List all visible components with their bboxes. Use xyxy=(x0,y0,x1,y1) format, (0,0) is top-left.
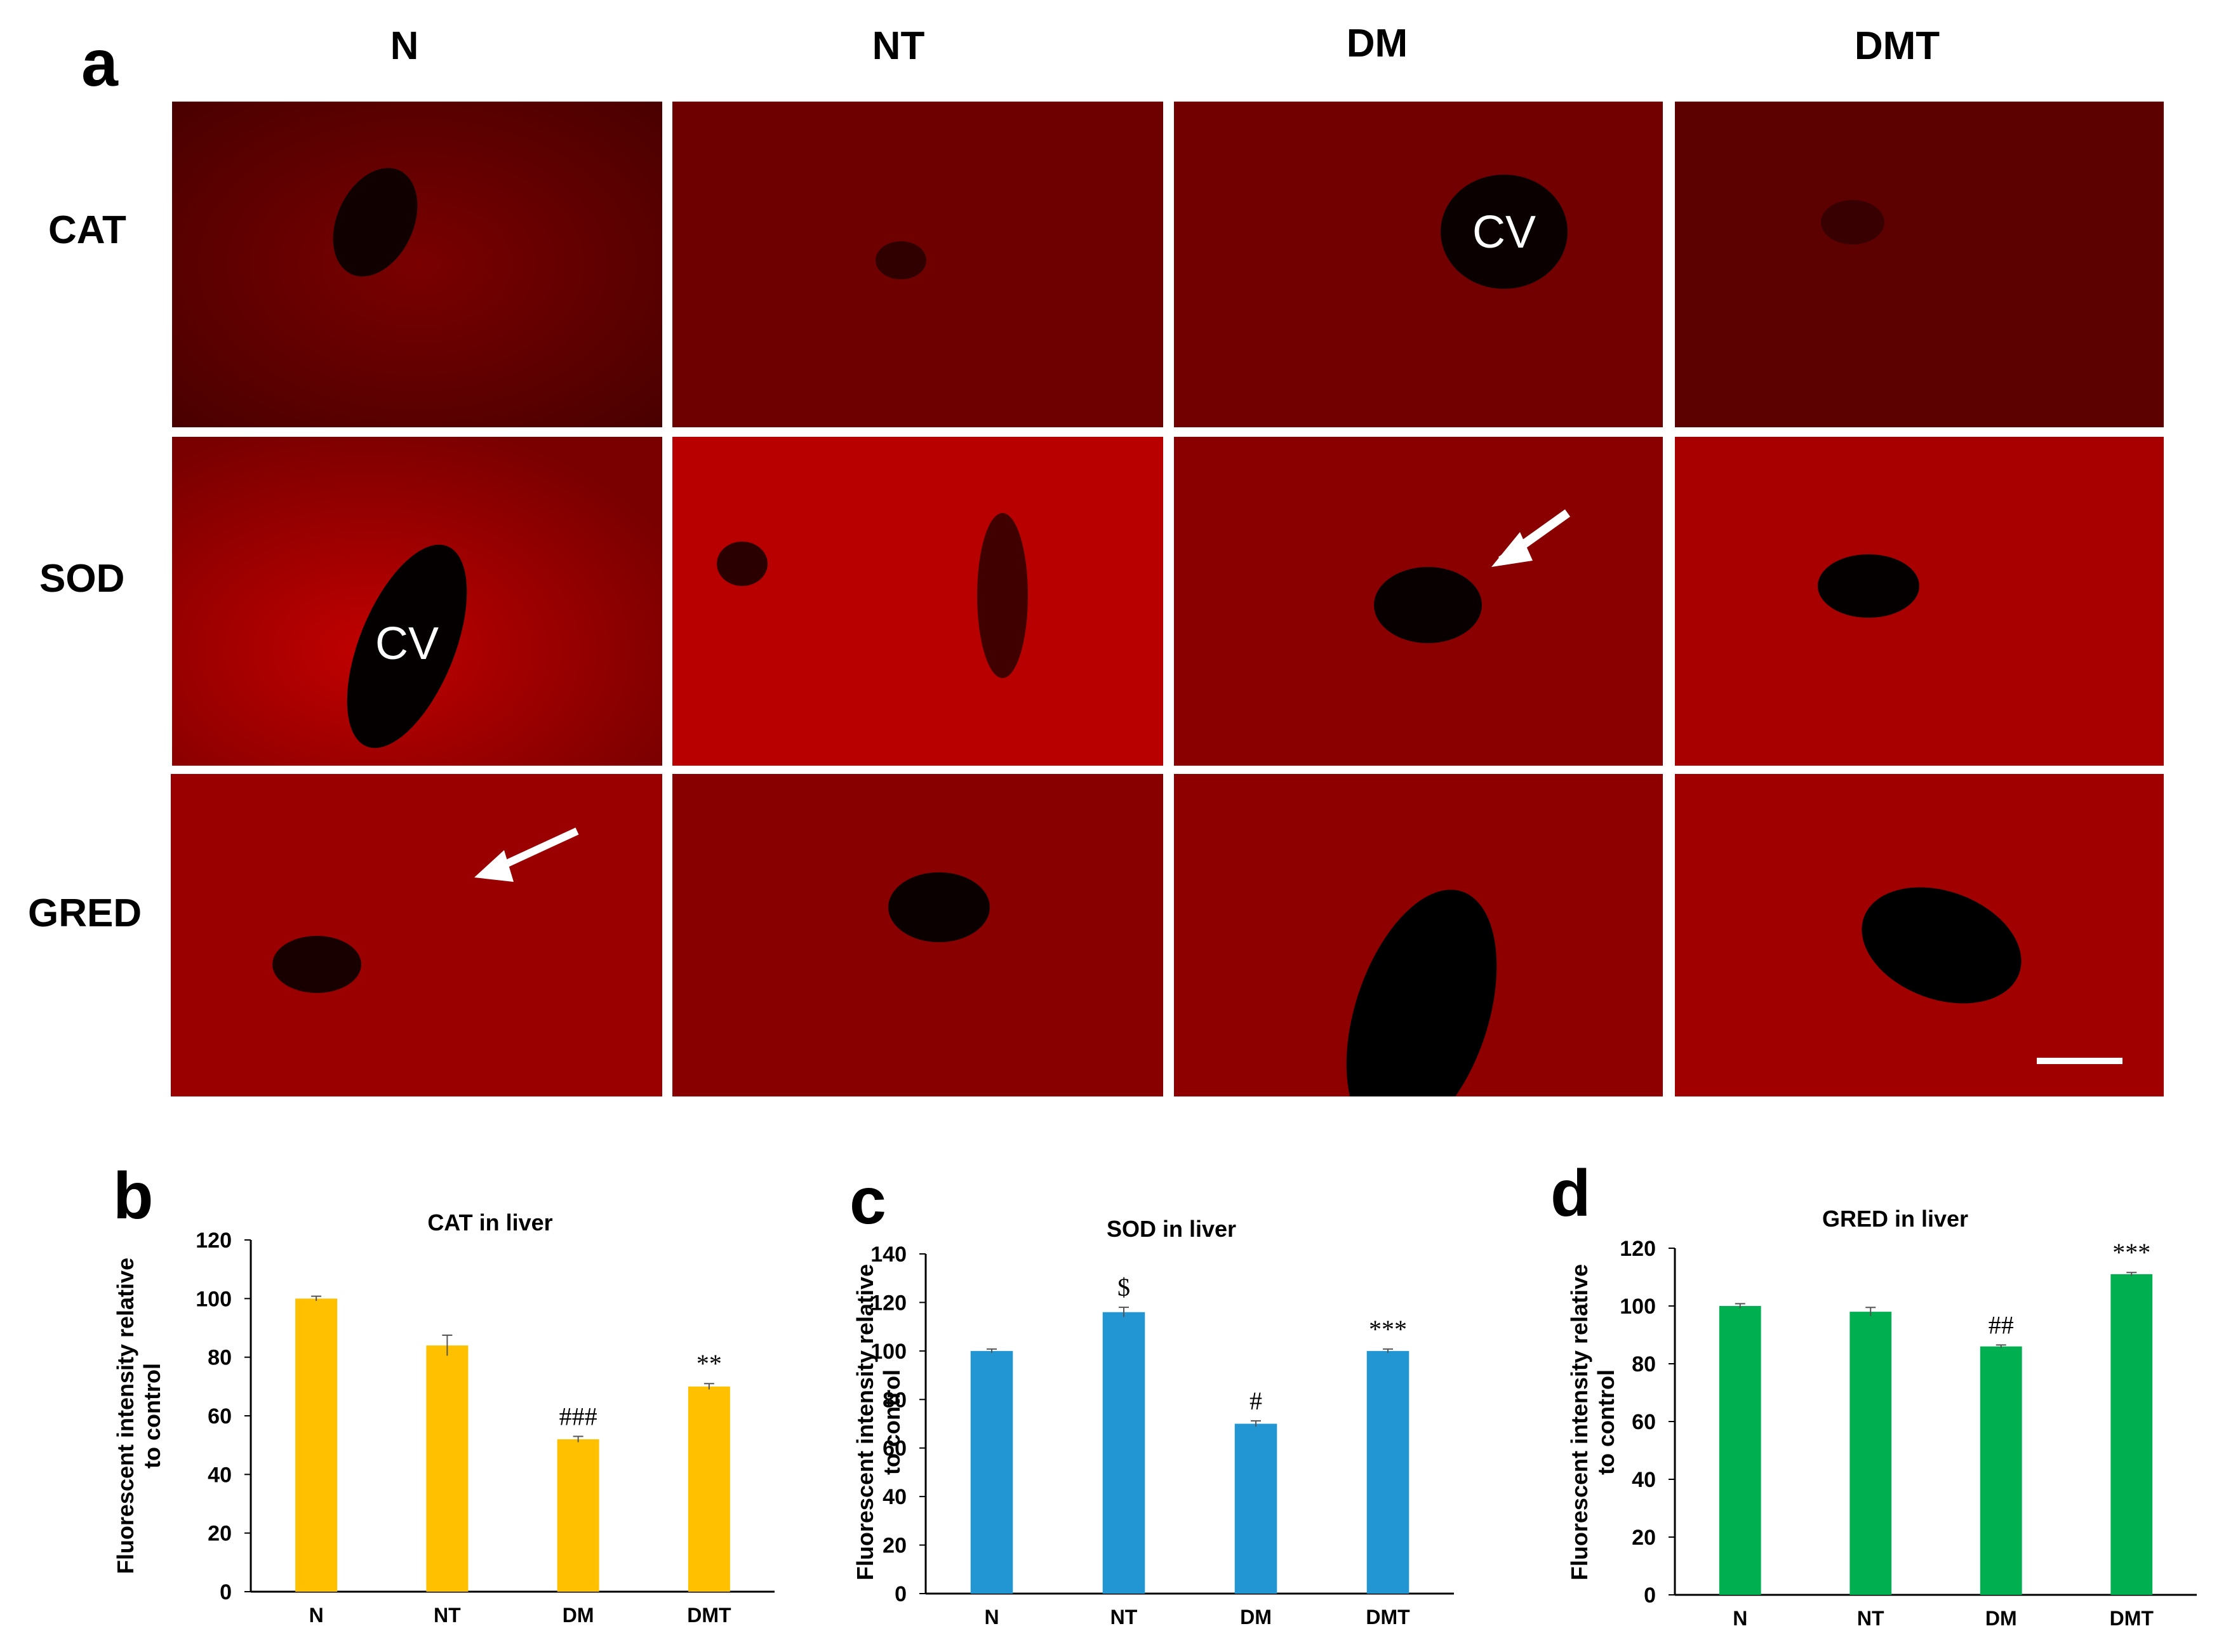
y-tick-label: 0 xyxy=(895,1582,907,1606)
x-tick-label: N xyxy=(984,1606,999,1629)
micrograph-cat-dm: CV xyxy=(1174,102,1663,427)
bar xyxy=(2110,1274,2153,1595)
cv-label-cat-dm: CV xyxy=(1472,207,1536,258)
y-tick-label: 80 xyxy=(1632,1352,1656,1376)
significance-label: *** xyxy=(2112,1238,2150,1267)
bar xyxy=(426,1345,469,1592)
significance-label: $ xyxy=(1117,1273,1130,1302)
micrograph-sod-dm xyxy=(1174,437,1663,766)
bar xyxy=(970,1350,1013,1594)
cv-label-sod-n: CV xyxy=(375,618,439,669)
y-tick-label: 20 xyxy=(208,1522,232,1546)
bar xyxy=(1719,1306,1761,1595)
y-tick-label: 80 xyxy=(883,1388,907,1412)
y-tick-label: 100 xyxy=(196,1287,232,1311)
y-tick-label: 0 xyxy=(1644,1583,1656,1608)
y-tick-label: 40 xyxy=(208,1463,232,1487)
bar xyxy=(1102,1312,1145,1594)
x-tick-label: NT xyxy=(1110,1606,1138,1629)
y-tick-label: 100 xyxy=(1620,1295,1656,1319)
column-header-dmt: DMT xyxy=(1854,24,1940,68)
micrograph-sod-dmt xyxy=(1675,437,2164,766)
column-header-nt: NT xyxy=(872,24,925,68)
significance-label: ** xyxy=(696,1349,722,1378)
significance-label: *** xyxy=(1369,1315,1407,1343)
panel-label-b: b xyxy=(113,1159,154,1233)
y-tick-label: 40 xyxy=(1632,1468,1656,1492)
row-header-gred: GRED xyxy=(28,891,142,935)
y-tick-label: 120 xyxy=(1620,1237,1656,1261)
micrograph-sod-n: CV xyxy=(172,437,662,766)
arrow-icon xyxy=(474,827,579,882)
chart-title: SOD in liver xyxy=(1107,1216,1236,1242)
bar xyxy=(1849,1312,1892,1595)
chart-title: GRED in liver xyxy=(1822,1206,1968,1232)
bar xyxy=(557,1439,599,1592)
y-tick-label: 120 xyxy=(870,1291,907,1315)
y-tick-label: 80 xyxy=(208,1346,232,1370)
significance-label: # xyxy=(1249,1387,1262,1415)
x-tick-label: NT xyxy=(1857,1607,1884,1630)
panel-label-c: c xyxy=(850,1164,886,1238)
x-tick-label: DMT xyxy=(687,1604,731,1627)
x-tick-label: DM xyxy=(563,1604,594,1627)
column-header-dm: DM xyxy=(1346,22,1408,65)
bar xyxy=(1980,1346,2022,1595)
y-tick-label: 0 xyxy=(220,1580,232,1604)
x-tick-label: DMT xyxy=(1366,1606,1410,1629)
panel-label-a: a xyxy=(81,27,118,100)
y-tick-label: 60 xyxy=(1632,1410,1656,1434)
y-axis-label: Fluorescent intensity relativeto control xyxy=(112,1258,165,1574)
y-tick-label: 40 xyxy=(883,1485,907,1509)
micrograph-cat-nt xyxy=(672,102,1163,427)
micrograph-gred-n xyxy=(171,774,662,1096)
micrograph-gred-dmt xyxy=(1675,774,2164,1096)
y-tick-label: 140 xyxy=(870,1242,907,1267)
x-tick-label: DM xyxy=(1240,1606,1272,1629)
row-header-sod: SOD xyxy=(39,557,125,601)
micrograph-cat-dmt xyxy=(1675,102,2164,427)
y-tick-label: 100 xyxy=(870,1340,907,1364)
y-tick-label: 60 xyxy=(208,1404,232,1429)
arrow-icon xyxy=(1491,509,1571,567)
bar xyxy=(295,1298,338,1592)
column-header-n: N xyxy=(390,24,419,68)
x-tick-label: NT xyxy=(434,1604,461,1627)
y-tick-label: 120 xyxy=(196,1229,232,1253)
y-axis-label: Fluorescent intensity relativeto control xyxy=(1566,1264,1619,1580)
bar xyxy=(1234,1423,1277,1594)
significance-label: ## xyxy=(1989,1310,2014,1339)
y-tick-label: 20 xyxy=(1632,1526,1656,1550)
significance-label: ### xyxy=(559,1402,597,1430)
x-tick-label: N xyxy=(309,1604,324,1627)
micrograph-gred-dm xyxy=(1174,774,1663,1096)
micrograph-cat-n xyxy=(172,102,662,427)
bar xyxy=(1366,1350,1409,1594)
x-tick-label: DM xyxy=(1985,1607,2017,1630)
bar xyxy=(688,1386,730,1592)
y-tick-label: 60 xyxy=(883,1437,907,1461)
x-tick-label: N xyxy=(1733,1607,1747,1630)
row-header-cat: CAT xyxy=(48,208,126,252)
y-tick-label: 20 xyxy=(883,1534,907,1558)
panel-label-d: d xyxy=(1550,1157,1591,1230)
micrograph-sod-nt xyxy=(672,437,1163,766)
y-axis-label: Fluorescent intensity relativeto control xyxy=(852,1264,905,1580)
micrograph-gred-nt xyxy=(672,774,1163,1096)
chart-title: CAT in liver xyxy=(427,1209,552,1236)
x-tick-label: DMT xyxy=(2110,1607,2154,1630)
